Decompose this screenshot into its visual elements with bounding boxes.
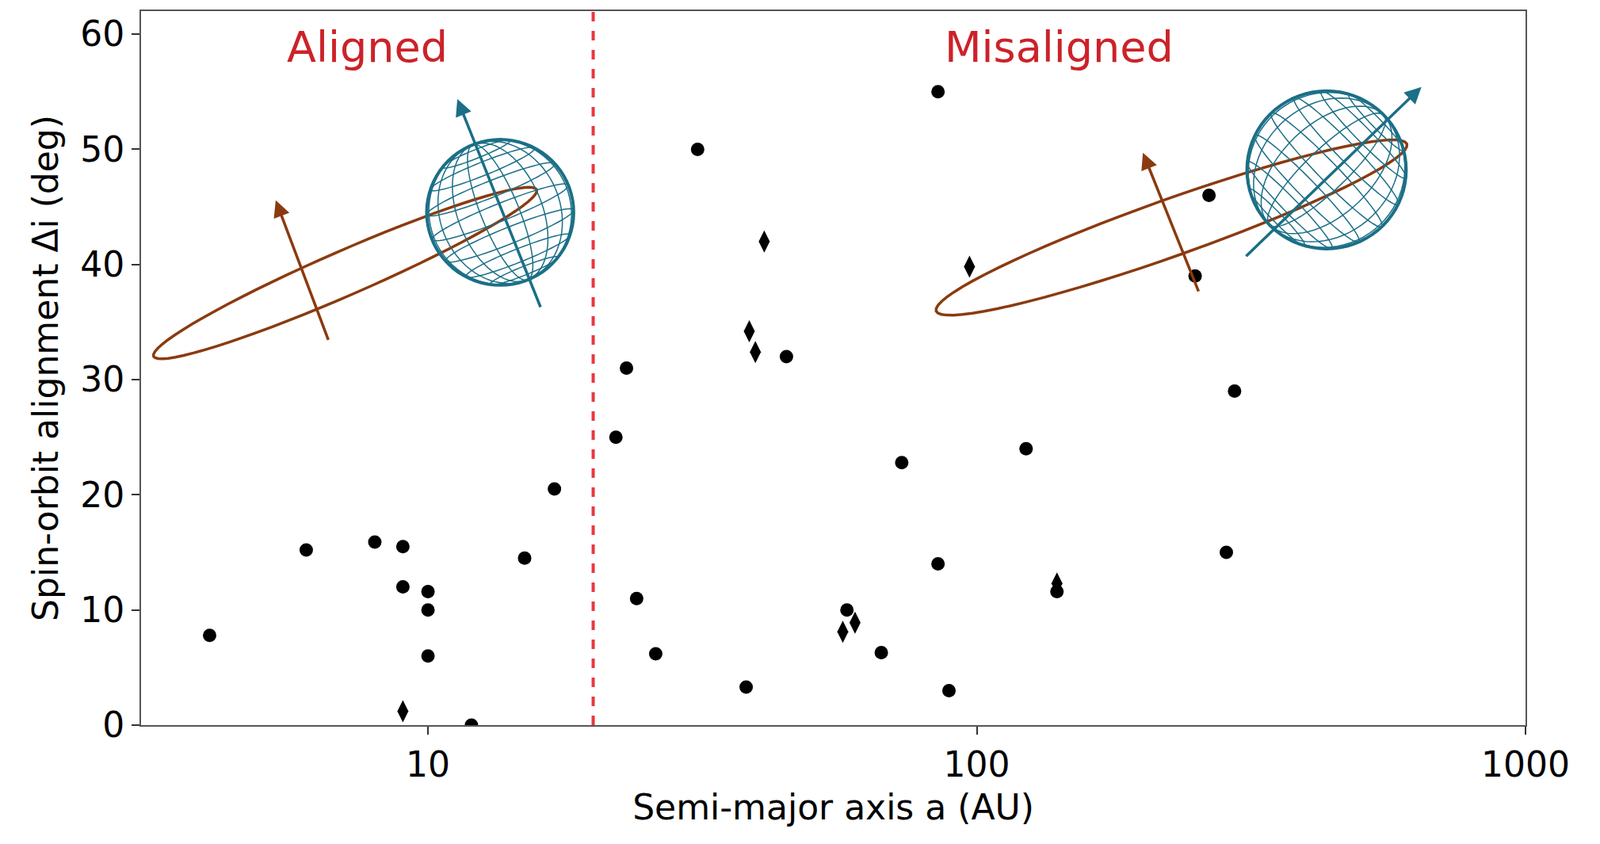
svg-text:40: 40 — [80, 244, 125, 285]
svg-text:100: 100 — [943, 744, 1011, 785]
svg-text:50: 50 — [80, 129, 125, 170]
svg-text:Spin-orbit alignment Δi (deg): Spin-orbit alignment Δi (deg) — [25, 114, 66, 622]
svg-text:Misaligned: Misaligned — [944, 22, 1174, 73]
svg-text:10: 10 — [405, 744, 451, 785]
svg-text:10: 10 — [80, 589, 125, 631]
svg-text:Semi-major axis a (AU): Semi-major axis a (AU) — [632, 786, 1035, 828]
svg-text:30: 30 — [80, 358, 125, 400]
svg-text:20: 20 — [80, 474, 125, 516]
svg-text:0: 0 — [102, 704, 125, 745]
svg-text:1000: 1000 — [1481, 744, 1570, 785]
svg-text:60: 60 — [80, 13, 125, 54]
svg-text:Aligned: Aligned — [286, 22, 448, 73]
